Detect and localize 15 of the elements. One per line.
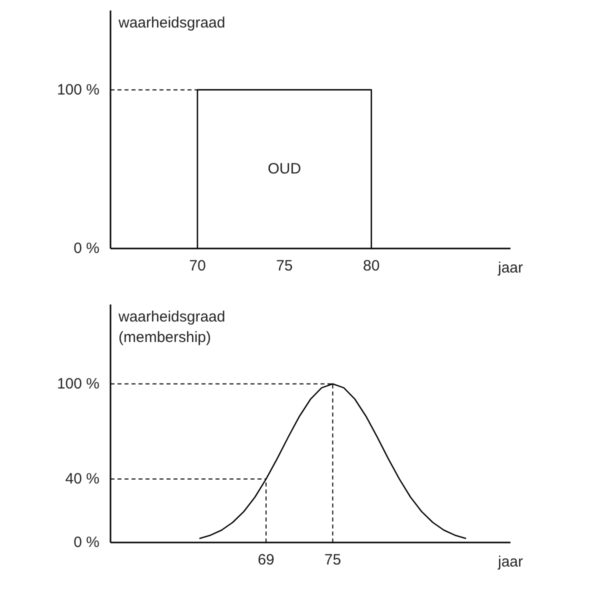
- y-axis-title: waarheidsgraad: [118, 14, 226, 32]
- y-tick-label: 100 %: [56, 81, 100, 98]
- x-tick-label: 69: [258, 552, 274, 568]
- x-axis-title: jaar: [496, 260, 524, 276]
- x-axis-title: jaar: [496, 554, 524, 570]
- x-tick-label: 75: [276, 258, 293, 274]
- y-tick-label: 0 %: [74, 240, 100, 257]
- x-tick-label: 75: [324, 552, 342, 568]
- y-axis-title: waarheidsgraad (membership): [118, 308, 226, 346]
- y-tick-label: 40 %: [65, 470, 100, 488]
- x-tick-label: 70: [189, 258, 206, 274]
- x-tick-label: 80: [363, 258, 380, 274]
- y-tick-label: 100 %: [56, 375, 100, 392]
- annotation: OUD: [268, 160, 302, 178]
- y-tick-label: 0 %: [74, 534, 100, 551]
